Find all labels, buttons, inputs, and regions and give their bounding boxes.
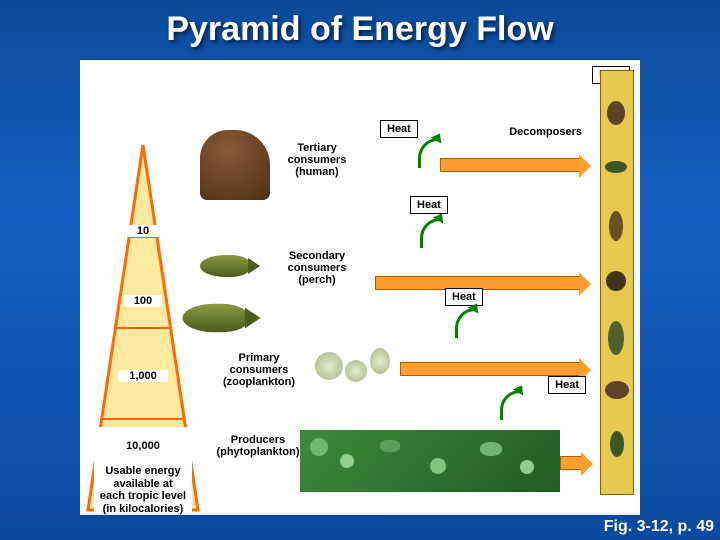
zooplankton-icon [315, 352, 343, 380]
primary-label: Primary consumers (zooplankton) [210, 350, 308, 390]
producers-label: Producers (phytoplankton) [208, 432, 308, 460]
tertiary-value: 10 [128, 225, 158, 237]
decomposers-column [600, 70, 634, 495]
zooplankton-icon-2 [345, 360, 367, 382]
human-icon [200, 130, 270, 200]
decomposers-label: Decomposers [505, 124, 586, 140]
tertiary-to-decomposers-arrow [440, 158, 580, 172]
heat-label-4: Heat [548, 376, 586, 394]
fish-icon [200, 255, 250, 277]
secondary-value: 100 [124, 295, 162, 307]
energy-pyramid: 10 100 1,000 10,000 Usable energy availa… [88, 145, 198, 510]
heat-label-tertiary: Heat [380, 120, 418, 138]
producers-value-caption: 10,000 Usable energy available at each t… [94, 427, 192, 515]
heat-arrow-4 [500, 390, 520, 420]
secondary-label: Secondary consumers (perch) [276, 248, 358, 288]
heat-arrow-tertiary [418, 138, 438, 168]
heat-arrow-3 [455, 308, 475, 338]
producers-to-decomposers-arrow [560, 456, 582, 470]
primary-value: 1,000 [118, 370, 168, 382]
heat-label-2: Heat [410, 196, 448, 214]
heat-arrow-2 [420, 218, 440, 248]
page-title: Pyramid of Energy Flow [0, 0, 720, 49]
zooplankton-icon-3 [370, 348, 390, 374]
phytoplankton-block [300, 430, 560, 492]
diagram-panel: Heat Decomposers Heat Tertiary consumers… [80, 60, 640, 515]
figure-reference: Fig. 3-12, p. 49 [604, 518, 714, 536]
tertiary-label: Tertiary consumers (human) [278, 140, 356, 180]
primary-to-decomposers-arrow [400, 362, 580, 376]
producers-caption: Usable energy available at each tropic l… [100, 465, 186, 515]
producers-value: 10,000 [126, 440, 160, 452]
